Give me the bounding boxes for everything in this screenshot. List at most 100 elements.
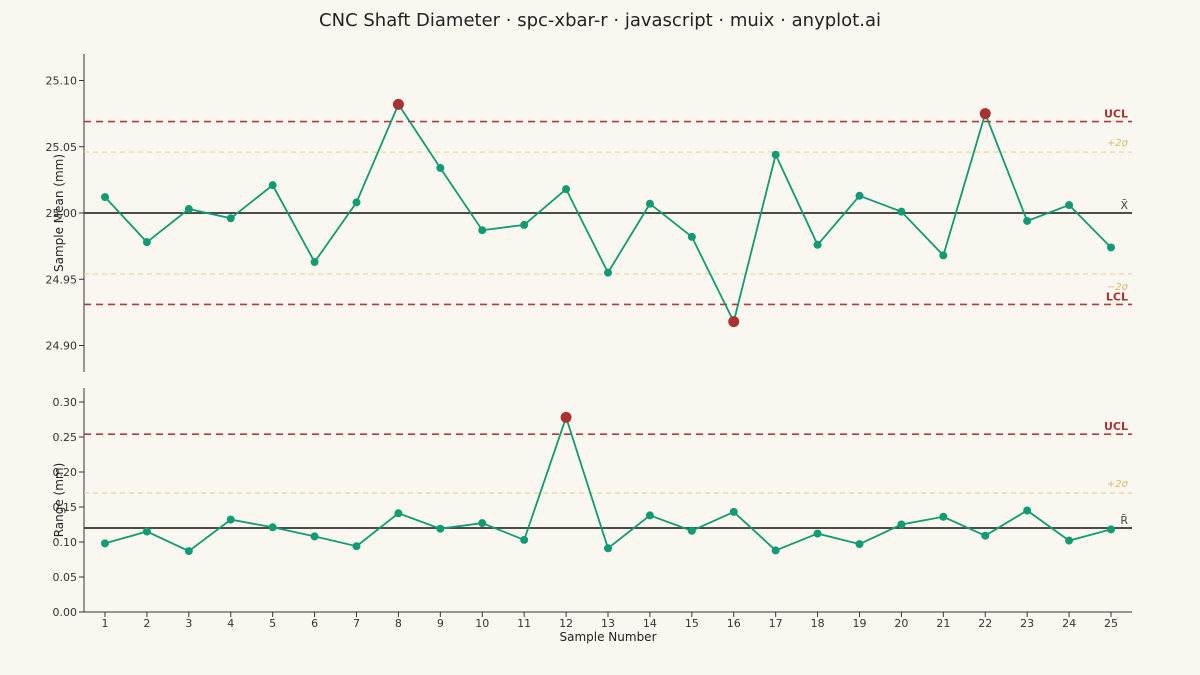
range-point <box>520 535 529 544</box>
xtick-label: 1 <box>102 617 109 630</box>
range-panel: 0.00 0.05 0.10 0.15 0.20 0.25 0.30 Range (mm) +2… <box>52 388 1132 619</box>
xtick-label: 21 <box>936 617 950 630</box>
xtick-label: 11 <box>517 617 531 630</box>
xbar-point <box>813 240 822 249</box>
xbar-point <box>101 193 109 202</box>
range-point <box>478 519 487 528</box>
range-point <box>687 526 696 535</box>
xtick-label: 8 <box>395 617 402 630</box>
xbar-point <box>226 214 235 223</box>
xtick-label: 3 <box>185 617 192 630</box>
xtick-label: 7 <box>353 617 360 630</box>
range-point <box>1023 506 1032 515</box>
xbar-ytick-label: 25.10 <box>46 75 78 88</box>
range-point <box>101 539 109 548</box>
range-point <box>645 511 654 520</box>
xbar-point <box>184 205 193 214</box>
range-point <box>310 532 319 541</box>
xbar-point <box>645 199 654 208</box>
range-point <box>813 529 822 538</box>
xbar-ytick-label: 25.00 <box>46 207 78 220</box>
range-point <box>352 542 361 551</box>
range-ytick-label: 0.25 <box>53 431 78 444</box>
range-point <box>729 507 738 516</box>
xtick-label: 12 <box>559 617 573 630</box>
range-y-axis-label: Range (mm) <box>52 463 66 538</box>
xtick-label: 17 <box>769 617 783 630</box>
xbar-center-label: X̄ <box>1120 199 1128 212</box>
range-point <box>1107 525 1115 534</box>
range-ytick-label: 0.00 <box>53 606 78 619</box>
range-point <box>771 546 780 555</box>
range-point <box>604 544 612 553</box>
x-axis-label: Sample Number <box>559 630 656 644</box>
xbar-minus2sigma-label: −2σ <box>1107 282 1129 293</box>
range-point <box>1065 536 1074 545</box>
xtick-label: 16 <box>727 617 741 630</box>
range-point <box>142 527 151 536</box>
xbar-point <box>478 226 487 235</box>
range-plus2sigma-label: +2σ <box>1107 479 1129 490</box>
range-series-line <box>104 414 1112 553</box>
xbar-point <box>1065 201 1074 210</box>
xtick-label: 25 <box>1104 617 1118 630</box>
range-center-label: R̄ <box>1120 514 1128 527</box>
range-ytick-label: 0.15 <box>53 501 78 514</box>
xtick-label: 24 <box>1062 617 1076 630</box>
xtick-label: 14 <box>643 617 657 630</box>
xtick-label: 10 <box>475 617 489 630</box>
xbar-ytick-label: 24.95 <box>46 273 78 286</box>
xtick-label: 22 <box>978 617 992 630</box>
xtick-label: 2 <box>143 617 150 630</box>
xbar-point <box>520 220 529 229</box>
range-ytick-label: 0.05 <box>53 571 78 584</box>
chart-title: CNC Shaft Diameter · spc-xbar-r · javasc… <box>319 10 881 31</box>
xtick-label: 20 <box>894 617 908 630</box>
xtick-label: 19 <box>853 617 867 630</box>
xtick-label: 5 <box>269 617 276 630</box>
xbar-point-out-of-control <box>728 316 740 328</box>
range-ytick-label: 0.30 <box>53 396 78 409</box>
range-point <box>268 523 277 532</box>
xbar-plus2sigma-label: +2σ <box>1107 138 1129 149</box>
xbar-point <box>352 198 361 207</box>
range-ytick-label: 0.20 <box>53 466 78 479</box>
xbar-point <box>897 207 906 216</box>
xbar-point <box>310 258 319 267</box>
xtick-label: 4 <box>227 617 234 630</box>
xbar-point <box>604 268 612 277</box>
range-ucl-label: UCL <box>1104 420 1128 433</box>
xtick-label: 15 <box>685 617 699 630</box>
range-point <box>226 515 235 524</box>
xbar-point <box>939 251 948 260</box>
xbar-point <box>1023 216 1032 225</box>
xbar-point <box>687 232 696 241</box>
xbar-point <box>1107 243 1115 252</box>
xbar-y-axis-label: Sample Mean (mm) <box>52 154 66 272</box>
range-point <box>939 512 948 521</box>
xbar-ucl-label: UCL <box>1104 108 1128 121</box>
xbar-lcl-label: LCL <box>1106 290 1128 303</box>
xbar-point-out-of-control <box>979 108 991 120</box>
range-point <box>184 547 193 556</box>
range-point <box>436 524 445 533</box>
xbar-point <box>436 163 445 172</box>
x-axis: 1 2 3 4 5 6 7 8 9 10 11 12 13 14 15 16 17 18 19 20 21 22 23 24 2… <box>84 611 1132 630</box>
xbar-point <box>855 191 864 200</box>
xbar-point-out-of-control <box>392 98 404 110</box>
xbar-panel: 24.90 24.95 25.00 25.05 25.10 Sample Mean (mm… <box>46 54 1132 372</box>
xbar-point <box>268 181 277 190</box>
range-ytick-label: 0.10 <box>53 536 78 549</box>
xtick-label: 13 <box>601 617 615 630</box>
xtick-label: 18 <box>811 617 825 630</box>
xbar-ytick-label: 24.90 <box>46 340 78 353</box>
xtick-label: 23 <box>1020 617 1034 630</box>
xbar-ytick-label: 25.05 <box>46 141 78 154</box>
xbar-point <box>562 185 571 194</box>
xbar-point <box>771 150 780 159</box>
range-point-out-of-control <box>560 411 572 423</box>
xtick-label: 6 <box>311 617 318 630</box>
range-point <box>855 540 864 549</box>
